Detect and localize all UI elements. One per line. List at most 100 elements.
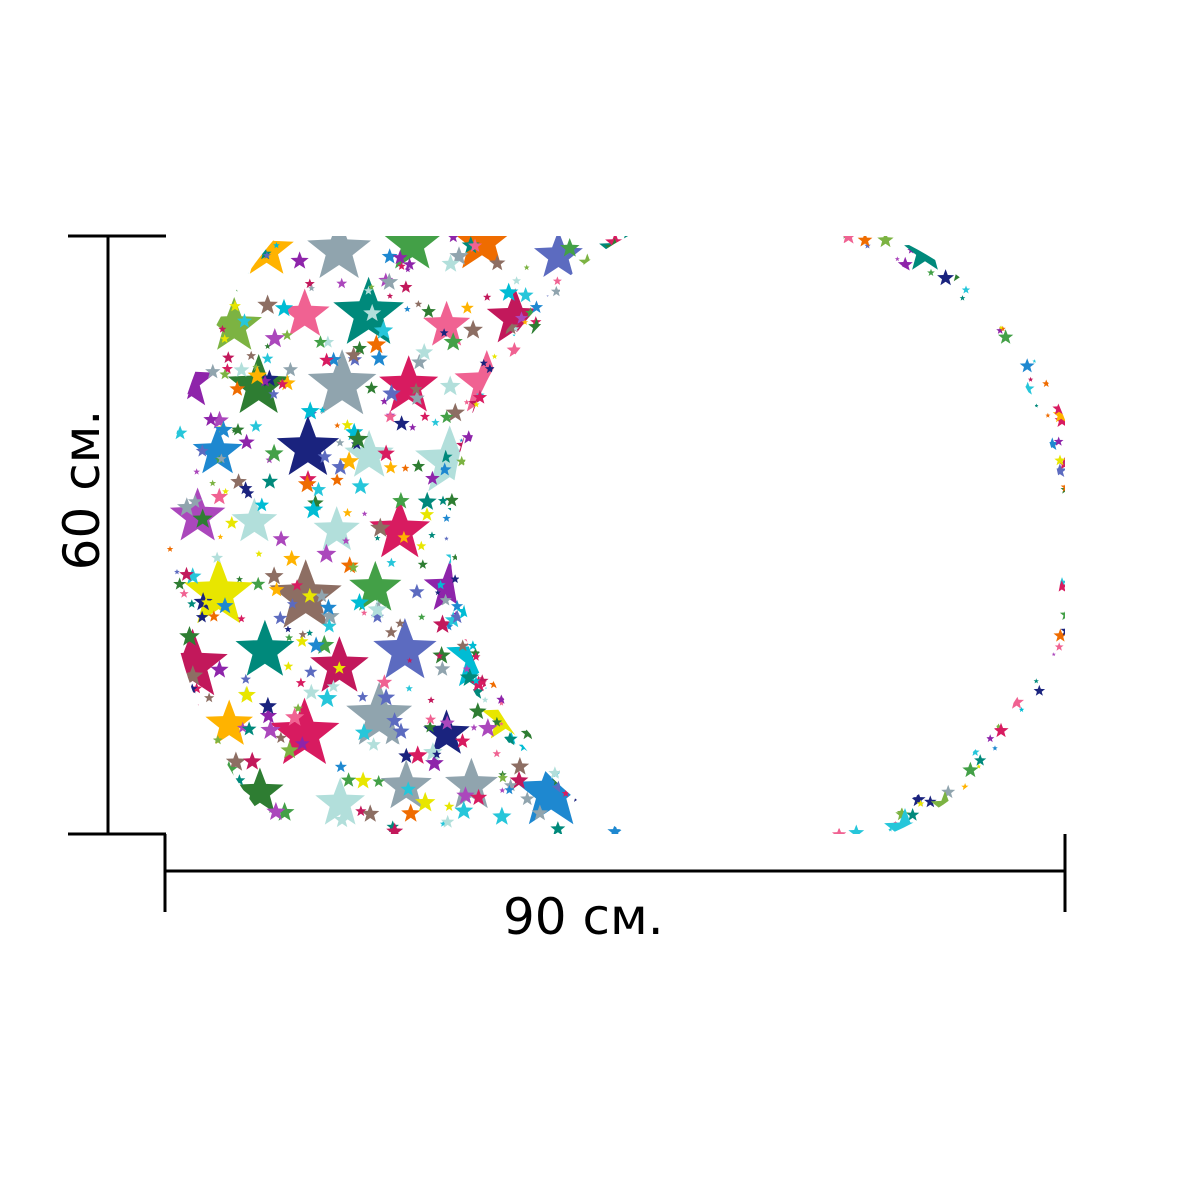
star-shape — [570, 341, 588, 357]
star-shape — [732, 215, 745, 227]
star-shape — [264, 328, 285, 348]
star-shape — [616, 670, 631, 684]
star-shape — [948, 256, 976, 282]
star-shape — [373, 618, 437, 679]
star-shape — [723, 211, 728, 216]
star-shape — [428, 531, 436, 539]
star-shape — [491, 716, 503, 727]
star-shape — [283, 549, 301, 567]
star-shape — [419, 411, 430, 421]
star-shape — [509, 770, 529, 789]
width-dimension-line — [163, 834, 1067, 912]
star-shape — [512, 549, 527, 564]
star-shape — [641, 742, 648, 748]
star-shape — [591, 307, 601, 317]
star-shape — [166, 545, 174, 552]
star-shape — [238, 433, 255, 450]
star-shape — [516, 425, 533, 442]
star-shape — [360, 609, 368, 616]
star-shape — [242, 751, 262, 770]
star-shape — [1018, 706, 1025, 713]
star-shape — [183, 567, 202, 584]
star-shape — [557, 308, 571, 321]
star-shape — [589, 634, 643, 686]
star-shape — [392, 249, 408, 265]
star-shape — [1054, 454, 1065, 466]
star-shape — [209, 479, 217, 487]
star-shape — [376, 674, 393, 690]
star-shape — [1053, 628, 1065, 642]
star-shape — [444, 801, 455, 811]
star-shape — [494, 562, 550, 615]
star-shape — [260, 719, 281, 739]
star-shape — [893, 820, 898, 825]
star-shape — [392, 491, 410, 509]
star-shape — [1074, 512, 1085, 523]
star-shape — [562, 651, 580, 669]
star-shape — [417, 559, 428, 569]
star-shape — [246, 350, 257, 361]
star-shape — [456, 566, 472, 582]
star-shape — [191, 682, 203, 694]
star-shape — [759, 202, 776, 218]
star-shape — [560, 381, 567, 388]
star-shape — [575, 324, 594, 342]
star-shape — [366, 737, 381, 751]
star-shape — [341, 419, 354, 431]
star-shape — [210, 487, 228, 505]
star-shape — [231, 427, 238, 434]
star-shape — [205, 699, 253, 745]
star-shape — [375, 601, 382, 607]
star-shape — [273, 242, 280, 249]
star-shape — [290, 251, 309, 269]
star-shape — [222, 487, 229, 495]
star-shape — [423, 300, 471, 346]
star-shape — [505, 716, 518, 729]
star-shape — [560, 238, 580, 257]
star-shape — [403, 257, 416, 270]
star-shape — [626, 242, 641, 257]
star-shape — [576, 555, 582, 562]
star-shape — [490, 657, 503, 669]
star-shape — [581, 719, 590, 728]
star-shape — [280, 741, 299, 759]
star-shape — [220, 334, 230, 343]
star-shape — [517, 718, 534, 734]
star-shape — [448, 236, 459, 243]
star-shape — [236, 575, 243, 583]
star-shape — [573, 430, 593, 450]
star-shape — [231, 423, 245, 436]
star-shape — [229, 380, 246, 396]
star-shape — [546, 288, 567, 308]
star-shape — [363, 303, 382, 321]
star-shape — [637, 432, 646, 441]
star-shape — [581, 635, 595, 649]
star-shape — [165, 669, 176, 681]
star-shape — [589, 629, 606, 645]
star-shape — [463, 319, 483, 339]
star-shape — [604, 238, 625, 257]
star-shape — [182, 665, 204, 685]
star-shape — [203, 736, 215, 746]
star-shape — [555, 481, 575, 499]
star-shape — [319, 352, 334, 367]
star-shape — [592, 764, 603, 775]
star-shape — [404, 305, 411, 312]
star-shape — [562, 284, 576, 297]
star-shape — [530, 563, 549, 581]
star-shape — [473, 487, 488, 501]
star-shape — [559, 767, 569, 776]
star-shape — [631, 295, 691, 352]
star-shape — [496, 425, 543, 469]
star-shape — [512, 327, 533, 347]
star-shape — [664, 835, 677, 847]
star-shape — [832, 827, 847, 834]
star-shape — [397, 530, 411, 543]
star-shape — [1045, 437, 1059, 450]
star-shape — [439, 328, 449, 337]
star-shape — [561, 643, 581, 662]
star-shape — [528, 620, 582, 672]
star-shape — [924, 795, 937, 808]
star-shape — [316, 543, 337, 563]
star-shape — [447, 489, 499, 539]
